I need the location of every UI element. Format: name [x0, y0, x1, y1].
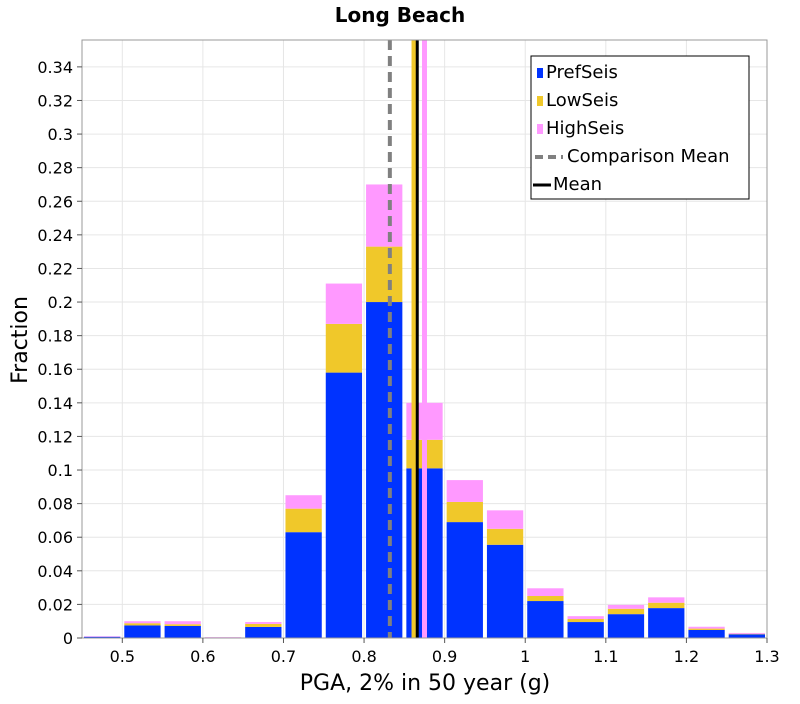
y-tick-label: 0.16: [37, 360, 73, 379]
bar-highseis: [527, 588, 564, 597]
bar-lowseis: [285, 508, 322, 533]
bar-highseis: [84, 636, 121, 637]
bar-lowseis: [607, 608, 645, 615]
bar-prefseis: [728, 634, 765, 638]
bar-prefseis: [124, 625, 161, 638]
bar-prefseis: [567, 622, 604, 638]
bar-highseis: [164, 621, 201, 625]
y-tick-label: 0.06: [37, 528, 73, 547]
bar-lowseis: [366, 246, 403, 303]
legend-swatch-lowseis: [537, 96, 543, 106]
y-tick-label: 0.04: [37, 562, 73, 581]
bar-lowseis: [567, 619, 604, 623]
bar-prefseis: [285, 532, 322, 638]
bar-lowseis: [688, 628, 725, 630]
x-tick-label: 1.1: [593, 647, 618, 666]
legend: PrefSeis LowSeis HighSeis Comparison Mean Me…: [530, 55, 750, 200]
x-tick-label: 0.6: [190, 647, 215, 666]
y-tick-label: 0.3: [48, 125, 73, 144]
bar-highseis: [648, 597, 685, 603]
bar-prefseis: [325, 372, 363, 638]
bar-lowseis: [648, 602, 685, 609]
plot-border: [81, 39, 768, 639]
bar-highseis: [124, 621, 161, 624]
x-tick-label: 0.7: [271, 647, 296, 666]
y-tick-label: 0.08: [37, 495, 73, 514]
x-tick-label: 0.8: [351, 647, 376, 666]
bar-lowseis: [164, 624, 201, 626]
legend-box: [530, 55, 750, 200]
y-tick-label: 0.32: [37, 91, 73, 110]
bar-prefseis: [164, 625, 201, 638]
bar-highseis: [325, 283, 363, 324]
y-tick-label: 0: [63, 629, 73, 648]
bar-highseis: [245, 622, 282, 624]
y-tick-label: 0.1: [48, 461, 73, 480]
bar-lowseis: [527, 596, 564, 602]
bar-highseis: [567, 616, 604, 620]
bar-highseis: [446, 480, 483, 502]
y-tick-label: 0.24: [37, 226, 73, 245]
bar-prefseis: [486, 544, 524, 638]
bar-prefseis: [366, 302, 403, 638]
bar-prefseis: [446, 522, 483, 638]
y-tick-label: 0.26: [37, 192, 73, 211]
y-tick-label: 0.14: [37, 394, 73, 413]
legend-label: HighSeis: [546, 118, 624, 139]
y-tick-label: 0.02: [37, 595, 73, 614]
x-tick-label: 1.3: [754, 647, 779, 666]
bar-prefseis: [607, 614, 645, 638]
bar-prefseis: [245, 626, 282, 638]
bar-lowseis: [446, 501, 483, 523]
bar-highseis: [285, 495, 322, 509]
x-tick-label: 0.9: [432, 647, 457, 666]
bar-lowseis: [325, 323, 363, 373]
bar-prefseis: [688, 629, 725, 638]
legend-swatch-highseis: [537, 124, 543, 134]
legend-swatch-prefseis: [537, 68, 543, 78]
legend-label: Comparison Mean: [567, 146, 730, 167]
bar-lowseis: [486, 528, 524, 545]
y-tick-label: 0.12: [37, 427, 73, 446]
bar-highseis: [728, 632, 765, 634]
bar-prefseis: [648, 608, 685, 638]
x-tick-label: 1: [520, 647, 530, 666]
bar-prefseis: [84, 636, 121, 638]
bar-highseis: [607, 604, 645, 609]
bar-prefseis: [527, 601, 564, 638]
bar-highseis: [366, 184, 403, 247]
bar-lowseis: [728, 633, 765, 635]
y-tick-label: 0.34: [37, 58, 73, 77]
y-axis-label: Fraction: [8, 296, 33, 384]
y-tick-label: 0.22: [37, 259, 73, 278]
chart-title: Long Beach: [335, 3, 465, 27]
bar-lowseis: [245, 623, 282, 627]
legend-label: LowSeis: [546, 90, 618, 111]
bar-highseis: [486, 510, 524, 529]
x-axis-label: PGA, 2% in 50 year (g): [300, 671, 551, 696]
y-tick-label: 0.2: [48, 293, 73, 312]
y-tick-label: 0.18: [37, 327, 73, 346]
x-tick-label: 0.5: [110, 647, 135, 666]
legend-label: Mean: [553, 174, 602, 195]
x-tick-label: 1.2: [674, 647, 699, 666]
bar-lowseis: [124, 623, 161, 626]
y-tick-label: 0.28: [37, 159, 73, 178]
bar-highseis: [688, 626, 725, 629]
legend-label: PrefSeis: [546, 62, 618, 83]
